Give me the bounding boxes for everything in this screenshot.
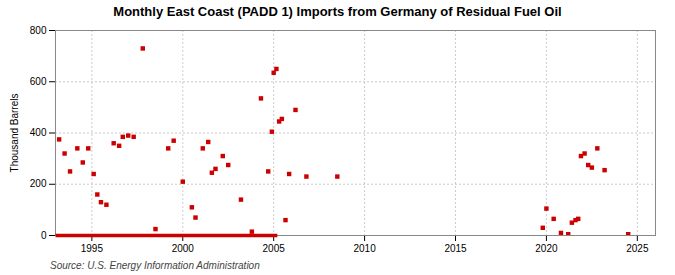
svg-text:2005: 2005 <box>263 243 286 254</box>
svg-text:2025: 2025 <box>626 243 649 254</box>
svg-text:1995: 1995 <box>81 243 104 254</box>
html-text:Source: U.S. Energy Informatio: Source: U.S. Energy Information Administ… <box>50 260 260 271</box>
svg-text:600: 600 <box>30 76 47 87</box>
svg-text:400: 400 <box>30 127 47 138</box>
svg-text:2020: 2020 <box>535 243 558 254</box>
svg-text:2000: 2000 <box>172 243 195 254</box>
svg-text:800: 800 <box>30 25 47 36</box>
svg-text:0: 0 <box>41 230 47 241</box>
html-text:Monthly East Coast (PADD 1) Im: Monthly East Coast (PADD 1) Imports from… <box>113 4 562 19</box>
svg-text:Thousand Barrels: Thousand Barrels <box>9 94 20 173</box>
svg-text:2010: 2010 <box>353 243 376 254</box>
svg-text:200: 200 <box>30 178 47 189</box>
svg-text:2015: 2015 <box>444 243 467 254</box>
